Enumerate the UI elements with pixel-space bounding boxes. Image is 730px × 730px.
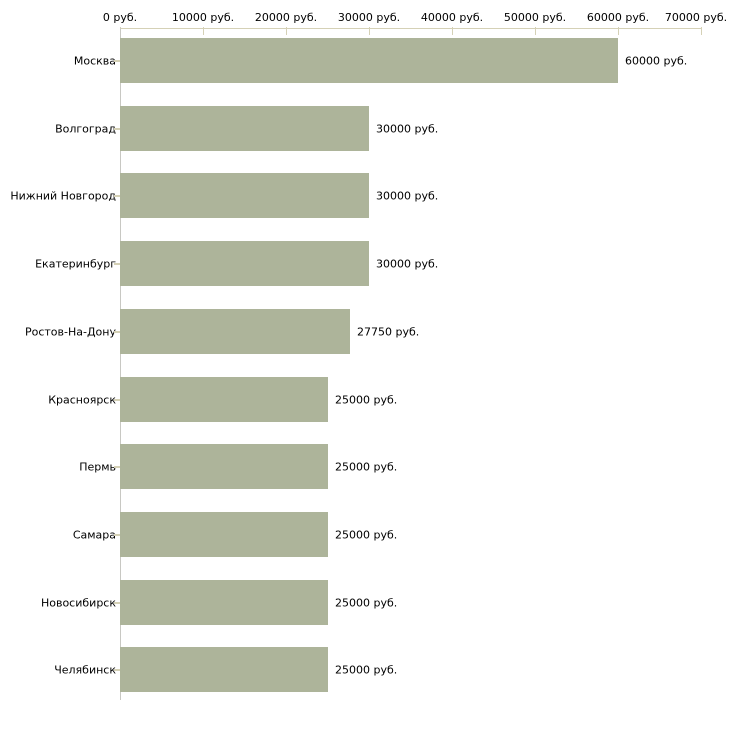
- x-axis-tick: [618, 27, 619, 35]
- bar-row: Екатеринбург 30000 руб.: [0, 241, 730, 286]
- value-label: 25000 руб.: [335, 393, 398, 406]
- category-label: Ростов-На-Дону: [24, 325, 116, 338]
- value-label: 25000 руб.: [335, 596, 398, 609]
- value-label: 27750 руб.: [357, 325, 420, 338]
- value-label: 25000 руб.: [335, 460, 398, 473]
- category-label: Самара: [72, 528, 116, 541]
- y-axis-line: [120, 28, 121, 700]
- bar-row: Пермь 25000 руб.: [0, 444, 730, 489]
- bar: [120, 377, 328, 422]
- y-axis-tick: [114, 262, 120, 265]
- x-axis-tick-label: 70000 руб.: [664, 11, 728, 24]
- value-label: 30000 руб.: [376, 122, 439, 135]
- category-label: Красноярск: [48, 393, 116, 406]
- bar: [120, 241, 369, 286]
- bar: [120, 106, 369, 151]
- bar-row: Ростов-На-Дону 27750 руб.: [0, 309, 730, 354]
- y-axis-tick: [114, 127, 120, 130]
- y-axis-tick: [114, 398, 120, 401]
- bar: [120, 309, 350, 354]
- bar: [120, 580, 328, 625]
- bar: [120, 647, 328, 692]
- bar-row: Нижний Новгород 30000 руб.: [0, 173, 730, 218]
- category-label: Волгоград: [55, 122, 116, 135]
- category-label: Новосибирск: [40, 596, 116, 609]
- x-axis-tick-label: 10000 руб.: [171, 11, 235, 24]
- bar-row: Красноярск 25000 руб.: [0, 377, 730, 422]
- bar-row: Челябинск 25000 руб.: [0, 647, 730, 692]
- x-axis-tick-label: 0 руб.: [102, 11, 138, 24]
- y-axis-tick: [114, 533, 120, 536]
- y-axis-tick: [114, 330, 120, 333]
- value-label: 25000 руб.: [335, 663, 398, 676]
- x-axis-tick-label: 40000 руб.: [420, 11, 484, 24]
- y-axis-tick: [114, 465, 120, 468]
- x-axis-tick: [203, 27, 204, 35]
- value-label: 25000 руб.: [335, 528, 398, 541]
- category-label: Нижний Новгород: [10, 189, 116, 202]
- bar: [120, 173, 369, 218]
- x-axis-tick: [369, 27, 370, 35]
- bar: [120, 38, 618, 83]
- y-axis-tick: [114, 194, 120, 197]
- value-label: 60000 руб.: [625, 54, 688, 67]
- value-label: 30000 руб.: [376, 257, 439, 270]
- x-axis-tick-label: 50000 руб.: [503, 11, 567, 24]
- category-label: Москва: [73, 54, 116, 67]
- x-axis-line: [120, 28, 702, 29]
- x-axis-tick-label: 30000 руб.: [337, 11, 401, 24]
- bar: [120, 444, 328, 489]
- category-label: Пермь: [79, 460, 116, 473]
- x-axis-tick: [701, 27, 702, 35]
- y-axis-tick: [114, 59, 120, 62]
- y-axis-tick: [114, 601, 120, 604]
- category-label: Екатеринбург: [35, 257, 116, 270]
- x-axis-tick-label: 20000 руб.: [254, 11, 318, 24]
- value-label: 30000 руб.: [376, 189, 439, 202]
- y-axis-tick: [114, 668, 120, 671]
- category-label: Челябинск: [54, 663, 116, 676]
- bar-row: Москва 60000 руб.: [0, 38, 730, 83]
- x-axis-tick: [286, 27, 287, 35]
- bar-row: Самара 25000 руб.: [0, 512, 730, 557]
- x-axis-tick-label: 60000 руб.: [586, 11, 650, 24]
- bar-row: Волгоград 30000 руб.: [0, 106, 730, 151]
- bar: [120, 512, 328, 557]
- x-axis-tick: [452, 27, 453, 35]
- x-axis-tick: [535, 27, 536, 35]
- bar-row: Новосибирск 25000 руб.: [0, 580, 730, 625]
